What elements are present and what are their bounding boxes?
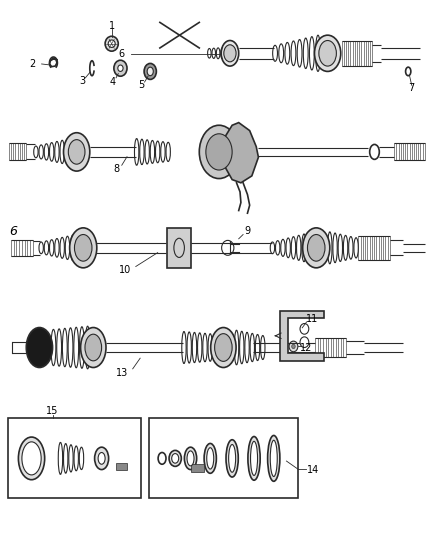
Ellipse shape xyxy=(169,450,181,466)
Ellipse shape xyxy=(187,451,194,466)
Text: 7: 7 xyxy=(409,84,415,93)
Ellipse shape xyxy=(74,235,92,261)
Ellipse shape xyxy=(224,45,236,62)
Bar xyxy=(149,418,298,498)
Circle shape xyxy=(300,337,309,348)
Text: 9: 9 xyxy=(244,227,251,236)
Ellipse shape xyxy=(118,65,123,71)
Ellipse shape xyxy=(303,228,330,268)
Ellipse shape xyxy=(199,125,239,179)
Text: 11: 11 xyxy=(306,314,318,324)
Ellipse shape xyxy=(26,327,53,368)
Ellipse shape xyxy=(81,327,106,368)
Circle shape xyxy=(300,324,309,334)
Ellipse shape xyxy=(70,228,97,268)
Text: 4: 4 xyxy=(110,77,116,86)
Bar xyxy=(167,228,191,268)
Ellipse shape xyxy=(207,448,214,469)
Ellipse shape xyxy=(18,437,45,480)
Ellipse shape xyxy=(314,35,341,71)
Ellipse shape xyxy=(147,67,153,76)
Text: 6: 6 xyxy=(119,50,125,59)
Ellipse shape xyxy=(204,443,216,473)
Ellipse shape xyxy=(98,453,105,464)
Ellipse shape xyxy=(105,36,118,51)
Ellipse shape xyxy=(268,435,280,481)
Ellipse shape xyxy=(22,442,41,475)
Ellipse shape xyxy=(206,134,232,170)
Circle shape xyxy=(292,344,295,349)
Ellipse shape xyxy=(270,440,277,477)
Circle shape xyxy=(289,341,298,352)
Text: 6: 6 xyxy=(9,225,17,238)
Ellipse shape xyxy=(114,60,127,76)
Text: 12: 12 xyxy=(300,343,313,353)
Ellipse shape xyxy=(184,447,197,470)
Text: 8: 8 xyxy=(113,164,119,174)
Ellipse shape xyxy=(307,235,325,261)
Text: 15: 15 xyxy=(46,407,59,416)
Ellipse shape xyxy=(85,334,102,361)
Polygon shape xyxy=(280,311,324,361)
Text: 14: 14 xyxy=(307,465,319,475)
Ellipse shape xyxy=(319,41,336,66)
Text: 13: 13 xyxy=(116,368,128,378)
Polygon shape xyxy=(226,123,258,183)
Ellipse shape xyxy=(108,40,115,47)
Ellipse shape xyxy=(226,440,238,477)
Ellipse shape xyxy=(64,133,90,171)
Ellipse shape xyxy=(221,41,239,66)
Ellipse shape xyxy=(68,140,85,164)
Text: 10: 10 xyxy=(119,265,131,275)
Bar xyxy=(8,418,141,498)
Ellipse shape xyxy=(144,63,156,79)
Ellipse shape xyxy=(211,327,236,368)
Bar xyxy=(191,464,204,472)
Ellipse shape xyxy=(251,441,258,475)
Ellipse shape xyxy=(229,445,236,472)
Text: 3: 3 xyxy=(79,76,85,86)
Ellipse shape xyxy=(172,454,179,463)
Ellipse shape xyxy=(215,334,232,361)
Ellipse shape xyxy=(248,437,260,480)
Text: 2: 2 xyxy=(30,59,36,69)
Bar xyxy=(116,463,127,470)
Text: 5: 5 xyxy=(138,80,145,90)
Ellipse shape xyxy=(95,447,109,470)
Text: 1: 1 xyxy=(109,21,115,30)
